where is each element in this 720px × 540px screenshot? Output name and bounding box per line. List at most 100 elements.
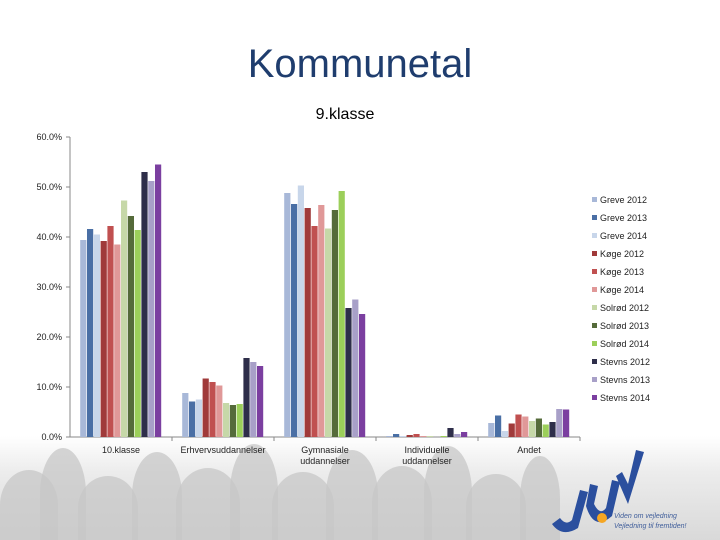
legend-label: Solrød 2014 [600,339,649,349]
bar [345,308,352,437]
juv-logo: Viden om vejledning Vejledning til fremt… [548,446,720,540]
x-tick-label: uddannelser [402,456,452,466]
juv-logo-icon [552,450,644,533]
bar [141,172,148,437]
legend-label: Solrød 2012 [600,303,649,313]
legend-swatch [592,269,597,274]
bar [508,423,515,437]
slide-title: Kommunetal [247,42,473,86]
x-tick-label: uddannelser [300,456,350,466]
bar [352,299,359,437]
bar [223,403,230,437]
legend-swatch [592,377,597,382]
bar [134,230,141,437]
bar [216,385,223,437]
bar [515,414,522,437]
bar [284,193,291,437]
x-tick-label: 10.klasse [102,445,140,455]
bar [148,181,155,437]
bar [243,358,250,437]
legend-label: Stevns 2013 [600,375,650,385]
bar [556,409,563,437]
bar [291,204,298,437]
bar [311,226,318,437]
y-tick-label: 0.0% [41,432,62,442]
chart-title: 9.klasse [316,106,375,123]
bar [542,424,549,437]
legend-label: Greve 2012 [600,195,647,205]
bar [563,409,570,437]
bar [529,421,536,437]
bar [93,234,100,437]
y-tick-label: 40.0% [36,232,62,242]
bar [440,436,447,437]
bar [447,428,454,437]
legend-label: Solrød 2013 [600,321,649,331]
bar [195,399,202,437]
bar [250,362,257,437]
bar [80,240,87,437]
bar [257,366,264,437]
legend-swatch [592,341,597,346]
x-tick-label: Erhvervsuddannelser [180,445,265,455]
bar [100,241,107,437]
y-tick-label: 50.0% [36,182,62,192]
legend-swatch [592,359,597,364]
bar [386,436,393,437]
tagline-line-2: Vejledning til fremtiden! [614,523,687,530]
legend-swatch [592,395,597,400]
bar [236,404,243,437]
bar [488,423,495,437]
bar [427,436,434,437]
tagline-line-1: Viden om vejledning [614,513,677,520]
y-tick-label: 10.0% [36,382,62,392]
bar [127,216,134,437]
x-tick-label: Individuelle [404,445,449,455]
bars-group [80,164,570,437]
legend: Greve 2012 Greve 2013 Greve 2014 Køge 2012 K… [592,195,650,403]
bar [182,393,189,437]
bar [454,434,461,437]
bar [114,244,121,437]
legend-swatch [592,305,597,310]
y-tick-label: 20.0% [36,332,62,342]
legend-label: Køge 2012 [600,249,644,259]
bar [393,434,400,437]
legend-swatch [592,287,597,292]
x-tick-label: Andet [517,445,541,455]
bar [155,164,162,437]
bar [549,422,556,437]
bar [495,415,502,437]
bar [338,191,345,437]
bar [461,432,468,437]
legend-swatch [592,323,597,328]
bar [522,416,529,437]
legend-label: Køge 2013 [600,267,644,277]
bar [359,314,366,437]
tagline: Viden om vejledning Vejledning til fremt… [614,512,687,532]
bar [209,382,216,437]
legend-label: Greve 2014 [600,231,647,241]
bar [406,435,413,437]
legend-swatch [592,197,597,202]
bar [107,226,114,437]
bar [420,436,427,437]
x-axis: 10.klasse Erhvervsuddannelser Gymnasialeud… [70,436,581,466]
bar [331,210,338,437]
bar [399,436,406,437]
bar [189,401,196,437]
legend-label: Greve 2013 [600,213,647,223]
bar [297,185,304,437]
legend-label: Stevns 2014 [600,393,650,403]
footer-photo-band [0,436,720,540]
bar [121,200,128,437]
legend-swatch [592,233,597,238]
bar [535,418,542,437]
legend-swatch [592,251,597,256]
y-tick-label: 30.0% [36,282,62,292]
x-tick-label: Gymnasiale [301,445,349,455]
bar [501,431,508,437]
legend-label: Køge 2014 [600,285,644,295]
bar [229,405,236,437]
